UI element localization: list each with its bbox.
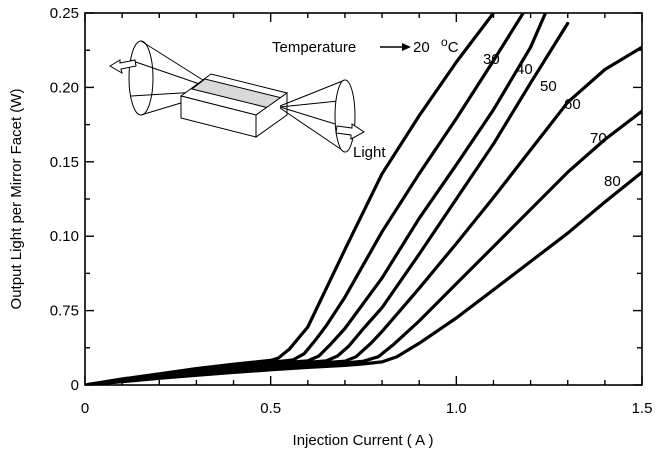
- y-axis-title: Output Light per Mirror Facet (W): [8, 89, 25, 310]
- light-label: Light: [353, 144, 386, 161]
- series-line-80: [85, 170, 642, 385]
- y-tick-label: 0: [71, 377, 79, 394]
- laser-diode-illustration: Light: [109, 40, 386, 161]
- y-tick-label: 0.10: [50, 228, 79, 245]
- temperature-arrow-head: [402, 43, 411, 51]
- y-tick-label: 0.25: [50, 5, 79, 22]
- temperature-annotation: Temperature oC: [272, 35, 459, 56]
- series-label-20: 20: [413, 39, 430, 56]
- series-label-40: 40: [516, 61, 533, 78]
- right-beam-cone-base: [334, 79, 356, 153]
- plot-frame: [84, 12, 643, 386]
- series-line-60: [85, 45, 642, 385]
- left-light-arrow-icon: [109, 59, 137, 75]
- right-light-arrow-icon: [335, 123, 365, 140]
- temperature-label: Temperature: [272, 39, 356, 56]
- unit-degree-o: o: [441, 35, 448, 49]
- series-label-30: 30: [483, 51, 500, 68]
- series-label-70: 70: [590, 130, 607, 147]
- x-tick-label: 0.5: [260, 400, 281, 417]
- right-cone-edge-bottom: [279, 107, 346, 153]
- x-tick-label: 0: [81, 400, 89, 417]
- series-line-50: [85, 21, 570, 385]
- series-label-50: 50: [540, 78, 557, 95]
- unit-degree-c: oC: [441, 35, 459, 56]
- y-tick-label: 0.20: [50, 79, 79, 96]
- tick-labels: 0 0.5 1.0 1.5 0 0.75 0.10 0.15 0.20 0.25: [50, 5, 653, 417]
- y-tick-label: 0.15: [50, 154, 79, 171]
- left-beam-cone-base: [128, 40, 154, 116]
- x-tick-label: 1.0: [446, 400, 467, 417]
- series-label-80: 80: [604, 173, 621, 190]
- series-label-60: 60: [564, 96, 581, 113]
- unit-c: C: [448, 39, 459, 56]
- left-cone-edge-top: [140, 40, 215, 88]
- y-tick-label: 0.75: [50, 303, 79, 320]
- x-axis-title: Injection Current ( A ): [293, 432, 434, 449]
- right-cone-edge-top: [279, 79, 346, 107]
- tick-marks: [84, 12, 643, 386]
- series-lines: [85, 13, 642, 385]
- laser-chip-side: [255, 92, 288, 138]
- series-labels: 20 30 40 50 60 70 80: [413, 39, 621, 190]
- x-tick-label: 1.5: [632, 400, 653, 417]
